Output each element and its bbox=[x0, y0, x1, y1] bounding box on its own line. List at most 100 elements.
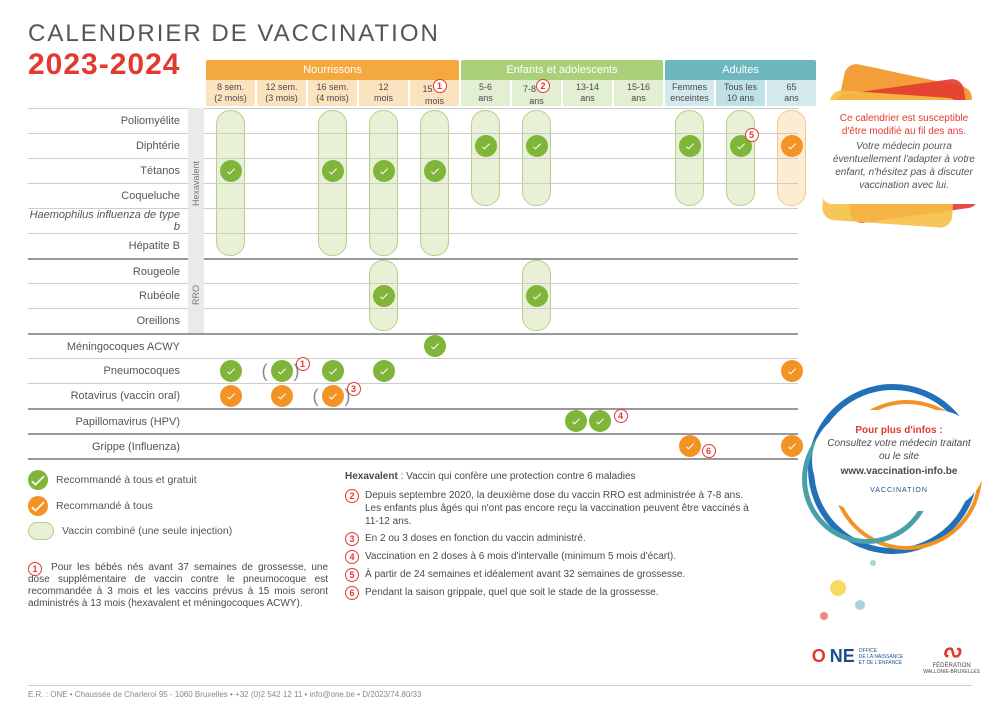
legend-text: Recommandé à tous et gratuit bbox=[56, 474, 197, 486]
vaccine-row: Hépatite B bbox=[28, 233, 798, 258]
check-free-icon bbox=[373, 360, 395, 382]
age-col-header: 65ans bbox=[767, 80, 816, 106]
age-col-header: 8 sem.(2 mois) bbox=[206, 80, 255, 106]
vaccine-label: Grippe (Influenza) bbox=[28, 441, 188, 453]
legend-item: Recommandé à tous bbox=[28, 496, 308, 516]
callout-text: Ce calendrier est susceptible d'être mod… bbox=[822, 100, 986, 204]
legend-item: Recommandé à tous et gratuit bbox=[28, 470, 308, 490]
logo-fwb-t2: WALLONIE-BRUXELLES bbox=[923, 669, 980, 675]
footer-imprint: E.R. : ONE • Chaussée de Charleroi 95 - … bbox=[28, 685, 972, 699]
header-groups: NourrissonsEnfants et adolescentsAdultes bbox=[206, 60, 816, 80]
vaccine-row: Haemophilus influenza de type b bbox=[28, 208, 798, 233]
vaccine-label: Poliomyélite bbox=[28, 115, 188, 127]
vaccine-row: Rubéole bbox=[28, 283, 798, 308]
footnote-ref: 4 bbox=[614, 409, 628, 423]
check-recommended-icon bbox=[220, 385, 242, 407]
deco-dot bbox=[855, 600, 865, 610]
logo-one: ONE OFFICE DE LA NAISSANCE ET DE L'ENFAN… bbox=[812, 646, 904, 667]
check-free-icon bbox=[322, 160, 344, 182]
callout-warning: Ce calendrier est susceptible d'être mod… bbox=[822, 80, 986, 204]
age-group-header: Nourrissons bbox=[206, 60, 459, 80]
legend-text: Recommandé à tous bbox=[56, 500, 153, 512]
vaccine-label: Haemophilus influenza de type b bbox=[28, 209, 188, 233]
callout2-body: Consultez votre médecin traitant ou le s… bbox=[822, 437, 976, 463]
footnote-num: 4 bbox=[345, 550, 359, 564]
footnote-item: 2 Depuis septembre 2020, la deuxième dose… bbox=[345, 489, 755, 528]
check-recommended-icon bbox=[781, 435, 803, 457]
age-col-header: 16 sem.(4 mois) bbox=[308, 80, 357, 106]
callout2-text: Pour plus d'infos : Consultez votre méde… bbox=[812, 410, 986, 511]
footnote-num: 2 bbox=[345, 489, 359, 503]
vaccine-label: Rubéole bbox=[28, 290, 188, 302]
check-free-icon bbox=[220, 360, 242, 382]
footnote-text: Pendant la saison grippale, quel que soi… bbox=[365, 586, 659, 600]
footnote-ref: 5 bbox=[745, 128, 759, 142]
check-free-icon bbox=[475, 135, 497, 157]
vaccine-label: Diphtérie bbox=[28, 140, 188, 152]
hexavalent-rest: : Vaccin qui confère une protection cont… bbox=[398, 471, 636, 482]
legend-item: Vaccin combiné (une seule injection) bbox=[28, 522, 308, 540]
footnotes-list: 2 Depuis septembre 2020, la deuxième dose… bbox=[345, 489, 755, 600]
logo-fwb-glyph: ᔓ bbox=[943, 640, 961, 662]
check-recommended-icon bbox=[781, 360, 803, 382]
check-recommended-icon bbox=[781, 135, 803, 157]
callout-italic: Votre médecin pourra éventuellement l'ad… bbox=[832, 140, 976, 192]
footnote-num: 3 bbox=[345, 532, 359, 546]
check-free-icon bbox=[589, 410, 611, 432]
callout2-title: Pour plus d'infos : bbox=[822, 424, 976, 437]
vaccine-row: Méningocoques ACWY bbox=[28, 333, 798, 358]
check-free-icon bbox=[220, 160, 242, 182]
check-free-icon bbox=[373, 160, 395, 182]
footnote-text: À partir de 24 semaines et idéalement av… bbox=[365, 568, 685, 582]
check-recommended-icon bbox=[679, 435, 701, 457]
vaccine-group-label: Hexavalent bbox=[188, 108, 204, 258]
vaccine-label: Rotavirus (vaccin oral) bbox=[28, 390, 188, 402]
footnote-item: 4Vaccination en 2 doses à 6 mois d'inter… bbox=[345, 550, 755, 564]
footnote-item: 5 À partir de 24 semaines et idéalement a… bbox=[345, 568, 755, 582]
age-group-header: Enfants et adolescents bbox=[461, 60, 663, 80]
deco-dot bbox=[830, 580, 846, 596]
age-col-header: 12 sem.(3 mois) bbox=[257, 80, 306, 106]
deco-dot bbox=[820, 612, 828, 620]
callout2-url: www.vaccination-info.be bbox=[822, 465, 976, 478]
legend-check-icon bbox=[28, 470, 48, 490]
age-col-header: 7-82ans bbox=[512, 80, 561, 106]
footnote-num: 5 bbox=[345, 568, 359, 582]
callout-info: Pour plus d'infos : Consultez votre méde… bbox=[812, 410, 986, 511]
vaccine-label: Pneumocoques bbox=[28, 365, 188, 377]
header-cols: 8 sem.(2 mois)12 sem.(3 mois)16 sem.(4 m… bbox=[206, 80, 816, 106]
age-col-header: 13-14ans bbox=[563, 80, 612, 106]
check-free-icon bbox=[322, 360, 344, 382]
footnotes-right: Hexavalent : Vaccin qui confère une prot… bbox=[345, 470, 755, 604]
footnote-num: 6 bbox=[345, 586, 359, 600]
footnote-1: 1 Pour les bébés nés avant 37 semaines d… bbox=[28, 560, 328, 610]
footnote-text: Depuis septembre 2020, la deuxième dose … bbox=[365, 489, 755, 528]
check-recommended-icon bbox=[271, 385, 293, 407]
hexavalent-bold: Hexavalent bbox=[345, 471, 398, 482]
check-free-icon bbox=[679, 135, 701, 157]
footnote-ref: 6 bbox=[702, 444, 716, 458]
age-col-header: 15-16ans bbox=[614, 80, 663, 106]
footnote-item: 6 Pendant la saison grippale, quel que so… bbox=[345, 586, 755, 600]
vaccination-badge: VACCINATION bbox=[822, 484, 976, 497]
vaccine-row: Papillomavirus (HPV) bbox=[28, 408, 798, 433]
legend: Recommandé à tous et gratuit Recommandé à… bbox=[28, 470, 308, 546]
legend-check-icon bbox=[28, 496, 48, 516]
legend-text: Vaccin combiné (une seule injection) bbox=[62, 525, 232, 537]
check-recommended-icon bbox=[322, 385, 344, 407]
check-free-icon bbox=[424, 160, 446, 182]
vaccine-label: Hépatite B bbox=[28, 240, 188, 252]
check-free-icon bbox=[526, 135, 548, 157]
vaccine-row: Oreillons bbox=[28, 308, 798, 333]
logos: ONE OFFICE DE LA NAISSANCE ET DE L'ENFAN… bbox=[812, 638, 980, 675]
title-line1: CALENDRIER DE VACCINATION bbox=[28, 20, 440, 48]
check-free-icon bbox=[526, 285, 548, 307]
check-free-icon bbox=[271, 360, 293, 382]
check-free-icon bbox=[373, 285, 395, 307]
vaccine-row: Rougeole bbox=[28, 258, 798, 283]
vaccine-row: Poliomyélite bbox=[28, 108, 798, 133]
footnote-text: En 2 ou 3 doses en fonction du vaccin ad… bbox=[365, 532, 586, 546]
check-free-icon bbox=[424, 335, 446, 357]
age-col-header: Tous les10 ans bbox=[716, 80, 765, 106]
footnote-text: Pour les bébés nés avant 37 semaines de … bbox=[28, 562, 328, 609]
